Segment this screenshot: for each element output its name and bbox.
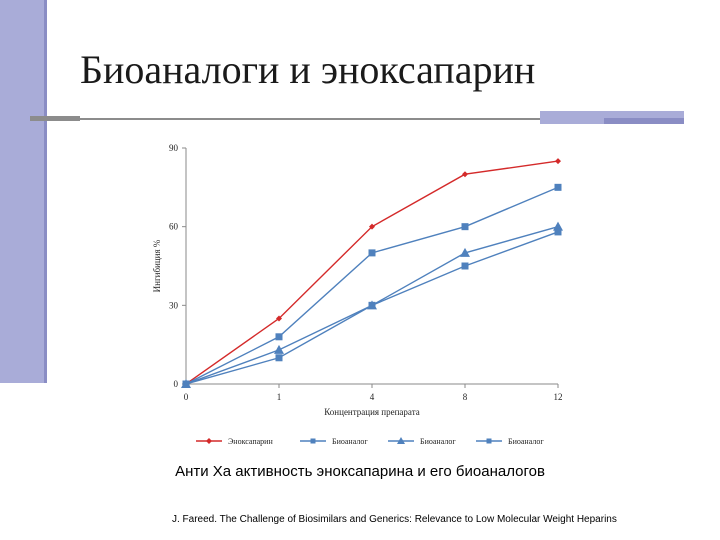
series-1-point — [276, 315, 282, 322]
legend-label-3: Биоаналог — [420, 437, 456, 446]
legend-marker-4 — [486, 438, 492, 444]
y-tick-label: 0 — [174, 379, 179, 389]
series-2-point — [554, 183, 562, 191]
x-tick-label: 8 — [463, 392, 468, 402]
series-4-point — [461, 262, 469, 270]
series-3-point — [460, 247, 470, 257]
series-1-point — [369, 223, 375, 230]
y-tick-label: 90 — [169, 143, 179, 153]
chart-caption: Анти Ха активность эноксапарина и его би… — [175, 463, 545, 480]
y-tick-label: 30 — [169, 300, 179, 310]
y-axis-label: Ингибиция % — [152, 239, 162, 292]
side-accent-bar — [0, 0, 47, 383]
series-4-point — [368, 301, 376, 309]
series-4-point — [275, 354, 283, 362]
title-underline-left-block — [30, 116, 80, 121]
y-tick-label: 60 — [169, 222, 179, 232]
legend-label-1: Эноксапарин — [228, 437, 273, 446]
x-tick-label: 0 — [184, 392, 189, 402]
series-1-point — [555, 158, 561, 165]
series-3-point — [274, 344, 284, 354]
legend-label-4: Биоаналог — [508, 437, 544, 446]
series-4-point — [182, 380, 190, 388]
slide-title: Биоаналоги и эноксапарин — [80, 47, 536, 92]
series-line-2 — [185, 186, 559, 385]
title-underline-right-block — [540, 111, 684, 124]
x-tick-label: 4 — [370, 392, 375, 402]
series-1-point — [462, 171, 468, 178]
x-tick-label: 12 — [554, 392, 563, 402]
side-accent-bar-edge — [44, 0, 47, 383]
legend-label-2: Биоаналог — [332, 437, 368, 446]
inhibition-chart: 0 30 60 90 0 1 4 8 12 Концентрация препарата Ингиб… — [152, 143, 563, 446]
legend-marker-3 — [397, 437, 405, 444]
series-line-1 — [185, 160, 559, 385]
title-underline — [30, 118, 684, 120]
series-2-point — [368, 249, 376, 257]
series-2-point — [461, 223, 469, 231]
series-2-point — [275, 333, 283, 341]
legend-marker-1 — [206, 438, 212, 444]
x-tick-label: 1 — [277, 392, 282, 402]
source-citation: J. Fareed. The Challenge of Biosimilars … — [172, 514, 617, 525]
x-axis-label: Концентрация препарата — [324, 407, 419, 417]
legend-marker-2 — [310, 438, 316, 444]
series-4-point — [554, 228, 562, 236]
